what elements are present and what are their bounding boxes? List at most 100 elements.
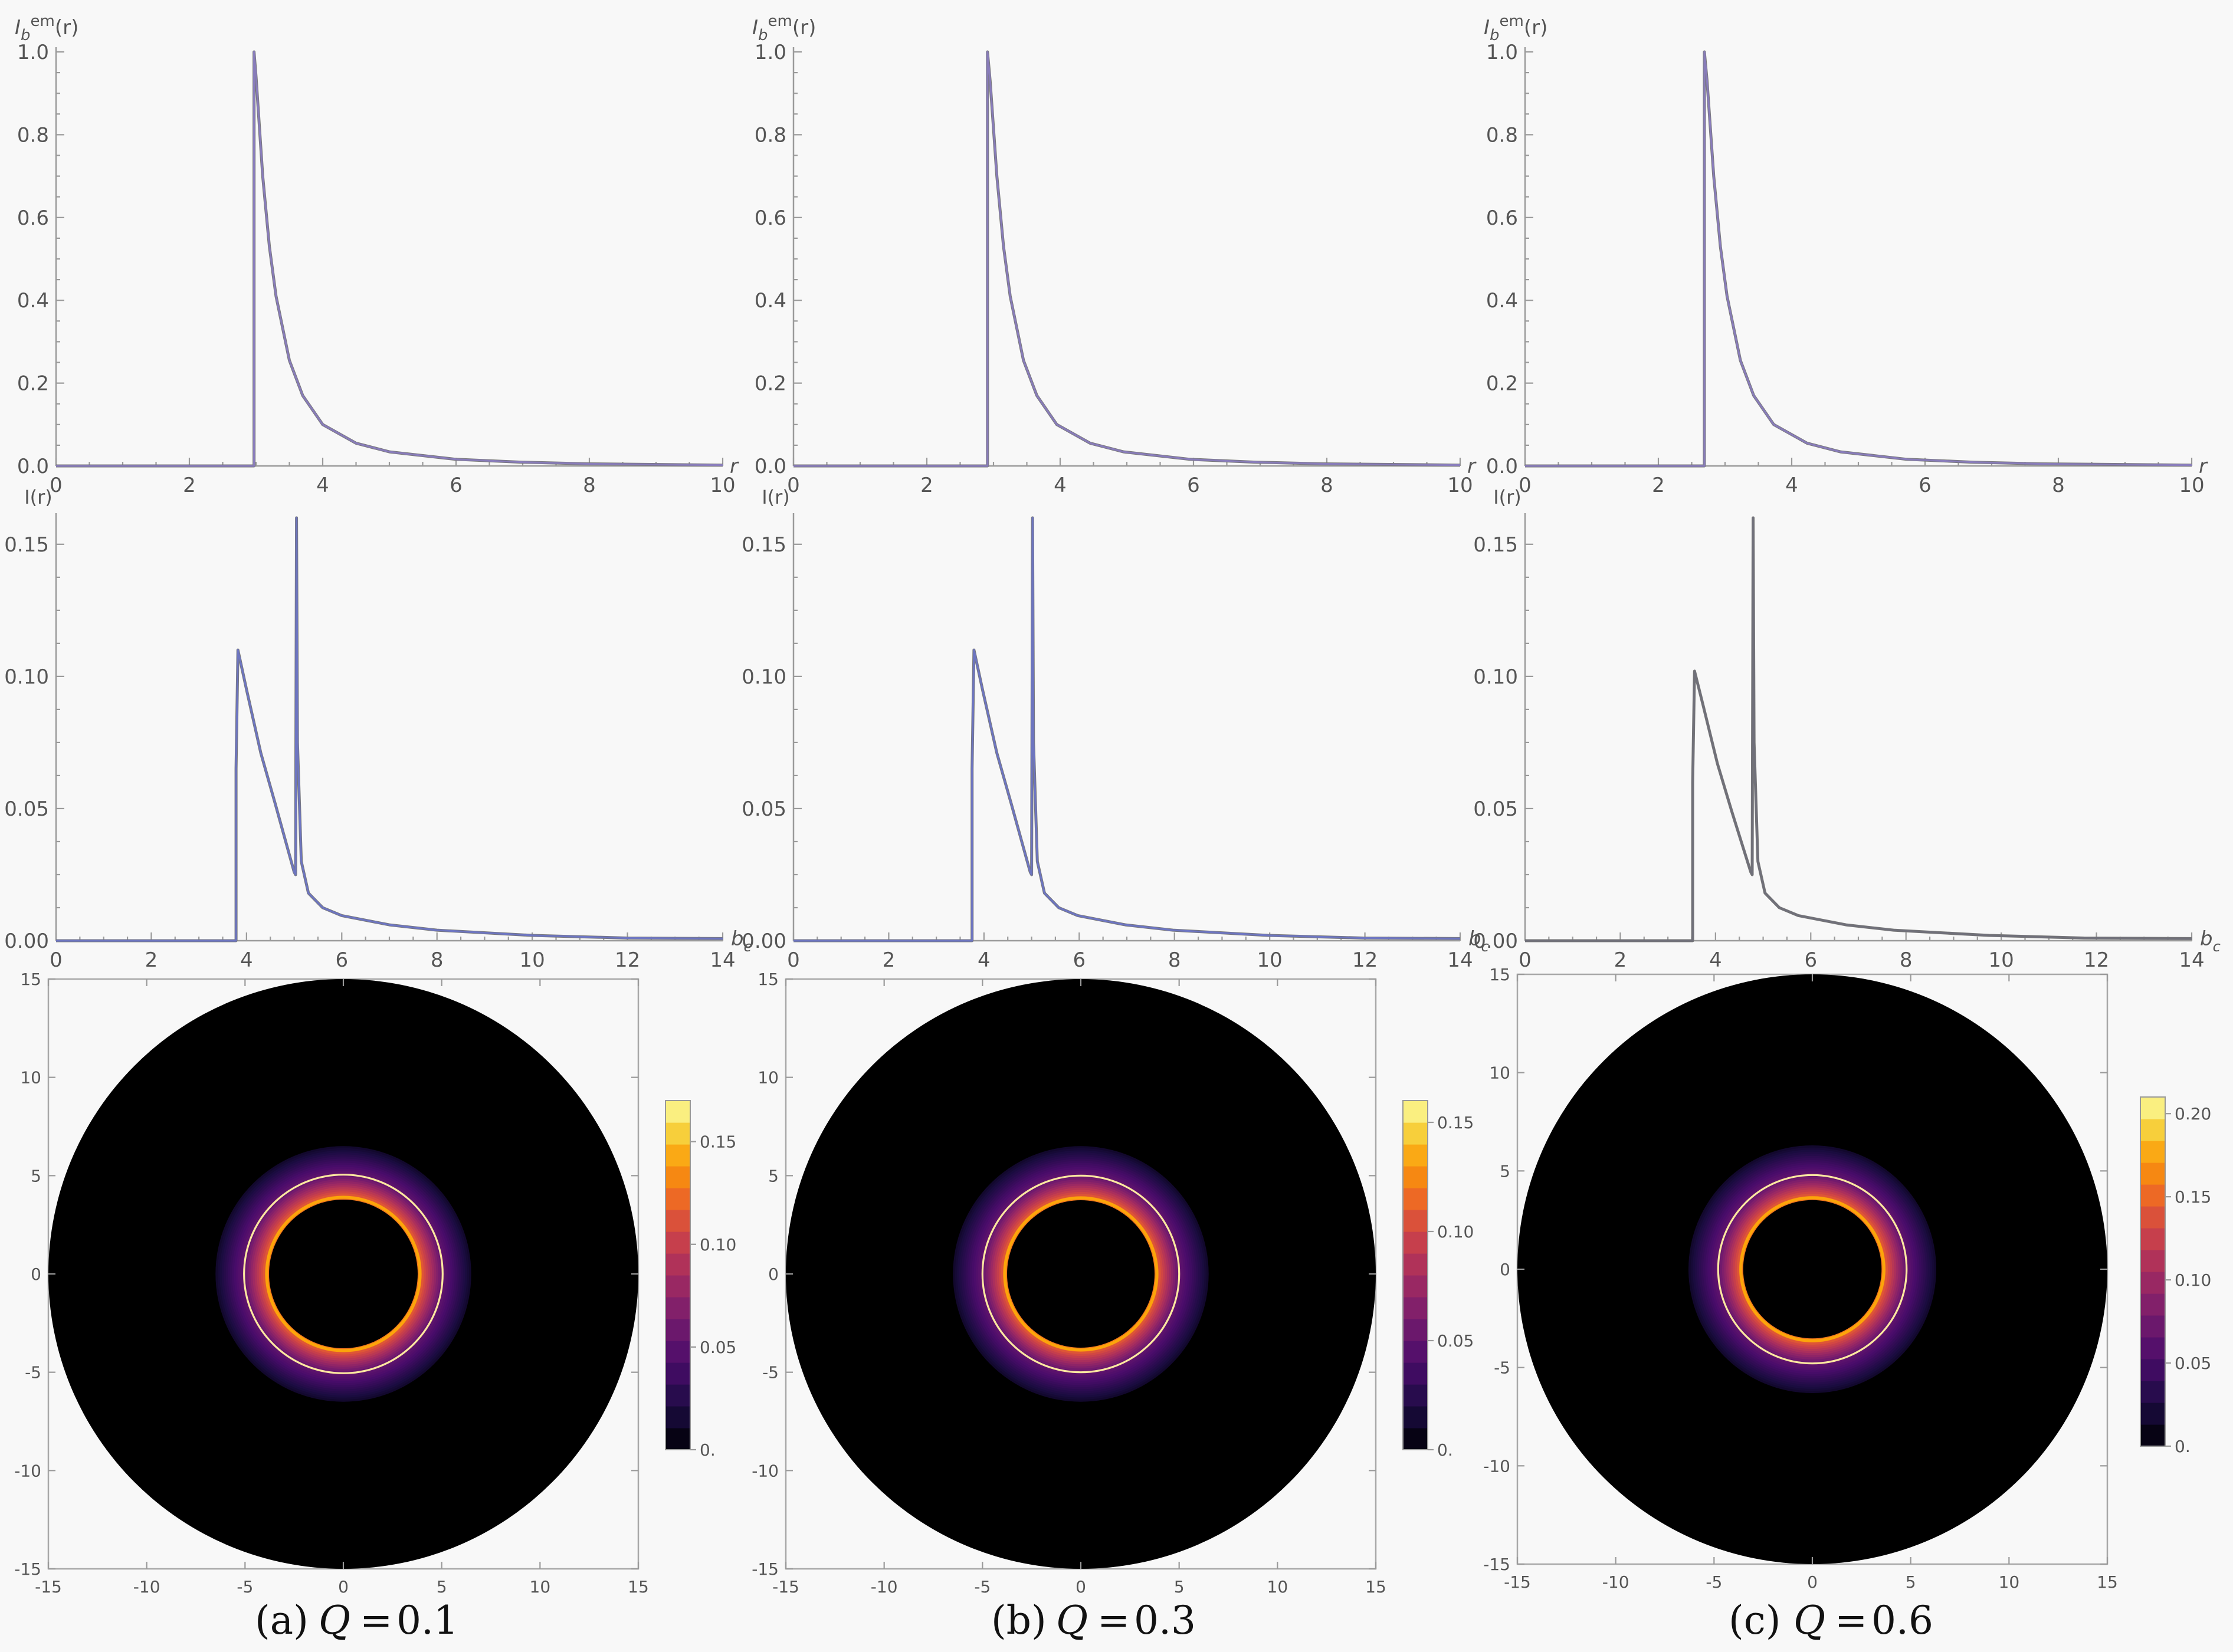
- x-tick-label: -15: [35, 1577, 62, 1597]
- y-tick-label: 0: [1500, 1260, 1510, 1279]
- x-tick-label: 6: [450, 474, 463, 497]
- x-tick-label: 4: [240, 948, 253, 972]
- colorbar-band: [1403, 1297, 1428, 1319]
- colorbar-band: [2140, 1381, 2165, 1403]
- y-tick-label: 0.2: [17, 372, 49, 396]
- x-tick-label: 10: [1257, 948, 1283, 972]
- caption-c-label: (c): [1729, 1598, 1781, 1643]
- series-line-shadow: [1525, 516, 2192, 942]
- x-tick-label: 10: [2179, 474, 2204, 497]
- x-tick-label: 0: [338, 1577, 349, 1597]
- colorbar-a: 0. 0.05 0.10 0.15: [665, 1100, 736, 1460]
- caption-b-param: Q: [1056, 1598, 1088, 1643]
- colorbar-band: [665, 1428, 690, 1450]
- x-tick-label: -5: [237, 1577, 253, 1597]
- x-tick-label: 6: [1187, 474, 1200, 497]
- colorbar-band: [665, 1210, 690, 1232]
- plot-c-observed: 0 2 4 6 8 10 12 14 0.00 0.05 0.10 0.15 I(r) bc: [1473, 486, 2221, 972]
- x-tick-label: 12: [1352, 948, 1378, 972]
- y-tick-label: 0.15: [742, 533, 786, 557]
- y-tick-label: -15: [14, 1559, 41, 1579]
- y-tick-label: 0.4: [755, 289, 786, 313]
- colorbar-tick-label: 0.10: [2175, 1270, 2211, 1290]
- x-tick-label: -15: [772, 1577, 799, 1597]
- x-tick-label: 6: [335, 948, 348, 972]
- x-tick-label: 10: [520, 948, 545, 972]
- y-tick-label: 15: [758, 970, 779, 989]
- y-tick-label: -15: [1483, 1555, 1510, 1574]
- x-tick-label: 2: [183, 474, 196, 497]
- x-tick-label: 5: [437, 1577, 447, 1597]
- x-tick-label: 10: [710, 474, 735, 497]
- y-tick-label: 0.8: [17, 123, 49, 147]
- x-axis-label: r: [730, 455, 739, 478]
- x-tick-label: -10: [871, 1577, 898, 1597]
- colorbar-band: [2140, 1359, 2165, 1381]
- colorbar-band: [1403, 1341, 1428, 1363]
- y-tick-label: -5: [762, 1363, 779, 1382]
- colorbar-band: [665, 1231, 690, 1254]
- x-axis-label: bc: [1468, 927, 1489, 955]
- y-tick-label: 0.10: [1473, 665, 1518, 689]
- colorbar-tick-label: 0.: [2175, 1437, 2191, 1456]
- colorbar-band: [1403, 1319, 1428, 1341]
- caption-a-value: 0.1: [396, 1598, 458, 1643]
- series-line: [56, 517, 723, 942]
- colorbar-band: [2140, 1403, 2165, 1425]
- y-tick-label: 15: [1489, 965, 1510, 984]
- x-tick-label: 14: [2179, 948, 2204, 972]
- x-tick-label: 10: [1999, 1572, 2020, 1592]
- photon-ring: [1717, 1174, 1908, 1365]
- y-axis-label: I(r): [1493, 486, 1522, 508]
- y-axis-label: I(r): [24, 486, 53, 508]
- colorbar-tick-label: 0.15: [700, 1132, 736, 1152]
- colorbar-band: [1403, 1406, 1428, 1428]
- colorbar-band: [2140, 1184, 2165, 1207]
- x-tick-label: 0: [1807, 1572, 1818, 1592]
- colorbar-band: [2140, 1162, 2165, 1185]
- caption-c-value: 0.6: [1871, 1598, 1933, 1643]
- y-tick-label: 5: [31, 1166, 41, 1185]
- y-tick-label: 0.15: [4, 533, 49, 557]
- colorbar-band: [1403, 1166, 1428, 1188]
- y-tick-label: 0: [768, 1265, 779, 1284]
- y-tick-label: 1.0: [1486, 41, 1518, 64]
- x-tick-label: 0: [787, 948, 800, 972]
- x-tick-label: 2: [1614, 948, 1627, 972]
- x-tick-label: 6: [1073, 948, 1086, 972]
- y-tick-label: 0.6: [755, 206, 786, 230]
- y-axis-label: Ibem(r): [1484, 12, 1547, 44]
- x-tick-label: 8: [1320, 474, 1333, 497]
- inner-edge: [265, 1196, 422, 1352]
- colorbar-band: [2140, 1424, 2165, 1447]
- inner-edge: [1003, 1196, 1159, 1352]
- inner-edge: [1739, 1196, 1886, 1342]
- x-tick-label: 15: [628, 1577, 649, 1597]
- y-tick-label: -5: [25, 1363, 41, 1382]
- y-tick-label: 5: [768, 1166, 779, 1185]
- colorbar-band: [665, 1384, 690, 1407]
- colorbar-band: [2140, 1228, 2165, 1250]
- y-tick-label: 0.05: [742, 797, 786, 821]
- x-tick-label: 0: [787, 474, 800, 497]
- caption-c-eq: =: [1835, 1598, 1867, 1643]
- y-tick-label: -5: [1494, 1358, 1510, 1378]
- x-tick-label: 15: [2097, 1572, 2118, 1592]
- x-tick-label: 12: [2084, 948, 2109, 972]
- x-tick-label: 8: [2052, 474, 2065, 497]
- y-axis-label: Ibem(r): [15, 12, 78, 44]
- x-tick-label: 2: [883, 948, 896, 972]
- y-tick-label: 0.0: [755, 455, 786, 478]
- y-tick-label: 0.00: [4, 930, 49, 953]
- colorbar-band: [2140, 1119, 2165, 1141]
- colorbar-band: [1403, 1210, 1428, 1232]
- colorbar-tick-label: 0.10: [700, 1235, 736, 1254]
- caption-a-label: (a): [255, 1598, 309, 1643]
- colorbar-band: [665, 1166, 690, 1188]
- series-line-shadow: [1525, 50, 2192, 468]
- colorbar-band: [665, 1297, 690, 1319]
- colorbar-band: [665, 1406, 690, 1428]
- y-tick-label: 0.0: [17, 455, 49, 478]
- colorbar-band: [1403, 1362, 1428, 1385]
